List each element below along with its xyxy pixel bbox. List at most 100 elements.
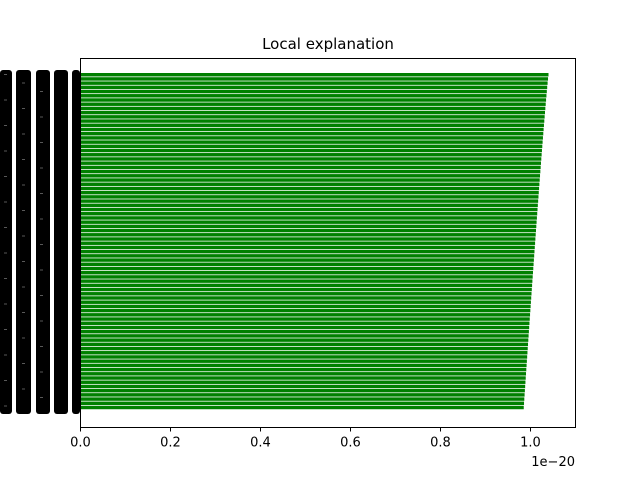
- bar: [80, 73, 549, 77]
- bar: [80, 376, 526, 380]
- bar: [80, 393, 525, 397]
- y-tick-label-gap: [4, 405, 7, 407]
- y-tick-label-gap: [22, 261, 25, 262]
- bar: [80, 98, 547, 102]
- x-tick-label: 0.4: [250, 436, 271, 451]
- y-tick-label-gap: [4, 201, 7, 203]
- bar: [80, 186, 540, 191]
- y-tick-label-gap: [4, 303, 7, 305]
- bar: [80, 338, 529, 342]
- y-tick-label-gap: [22, 82, 25, 84]
- x-tick-label: 0.0: [70, 436, 91, 451]
- bar: [80, 384, 526, 389]
- bar: [80, 342, 529, 347]
- bar: [80, 228, 536, 233]
- y-tick-label-gap: [40, 346, 43, 347]
- y-tick-label-gap: [22, 337, 25, 339]
- y-tick-label-cluster: [72, 70, 80, 414]
- bar: [80, 270, 533, 275]
- y-tick-label-gap: [4, 252, 7, 254]
- bar: [80, 296, 532, 300]
- bar: [80, 346, 528, 351]
- y-tick-label-gap: [4, 150, 7, 152]
- bar: [80, 199, 539, 203]
- bar: [80, 127, 544, 132]
- y-tick-label-gap: [4, 176, 7, 177]
- bar: [80, 405, 524, 410]
- bar: [80, 397, 525, 401]
- bar: [80, 367, 527, 372]
- bar: [80, 115, 545, 119]
- bar: [80, 363, 527, 368]
- y-tick-label-cluster: [0, 70, 12, 414]
- bar: [80, 174, 541, 178]
- bar: [80, 287, 532, 292]
- bar: [80, 325, 530, 330]
- bar: [80, 178, 540, 182]
- bar: [80, 401, 525, 406]
- bar: [80, 102, 546, 106]
- bar: [80, 81, 548, 85]
- bar: [80, 283, 533, 288]
- bar: [80, 262, 534, 267]
- bar: [80, 313, 531, 317]
- bar: [80, 237, 536, 241]
- bar: [80, 249, 535, 254]
- bar: [80, 182, 540, 186]
- bar: [80, 304, 531, 309]
- bar: [80, 190, 539, 195]
- y-tick-label-gap: [4, 329, 7, 330]
- y-tick-label-gap: [4, 125, 7, 126]
- x-axis-offset-text: 1e−20: [531, 455, 575, 470]
- bar: [80, 153, 542, 157]
- bar: [80, 275, 533, 279]
- bar: [80, 321, 530, 325]
- y-tick-label-gap: [40, 116, 43, 118]
- bar: [80, 89, 547, 94]
- bar: [80, 279, 533, 283]
- y-tick-label-gap: [40, 167, 43, 169]
- y-tick-label-gap: [22, 184, 25, 186]
- y-tick-label-gap: [4, 74, 7, 75]
- y-tick-label-gap: [40, 91, 43, 92]
- bar: [80, 351, 528, 355]
- y-tick-label-gap: [22, 312, 25, 313]
- bar: [80, 207, 538, 212]
- bars-group: [80, 73, 549, 410]
- y-tick-label-gap: [40, 371, 43, 373]
- bar: [80, 77, 549, 81]
- y-tick-label-gap: [40, 193, 43, 194]
- y-tick-label-gap: [22, 159, 25, 160]
- bar: [80, 212, 538, 216]
- y-tick-label-gap: [40, 244, 43, 245]
- bar: [80, 131, 544, 136]
- bar: [80, 85, 548, 90]
- y-tick-label-gap: [4, 380, 7, 381]
- bar: [80, 119, 545, 123]
- bar: [80, 300, 531, 304]
- y-tick-label-gap: [22, 388, 25, 390]
- bar: [80, 388, 525, 393]
- bar: [80, 266, 534, 271]
- bar: [80, 355, 528, 359]
- bar: [80, 258, 534, 262]
- y-tick-label-gap: [4, 99, 7, 101]
- y-tick-label-gap: [22, 133, 25, 135]
- bar: [80, 203, 538, 208]
- y-tick-label-gap: [40, 269, 43, 271]
- y-tick-label-cluster: [54, 70, 68, 414]
- y-tick-label-gap: [4, 354, 7, 356]
- bar: [80, 140, 543, 144]
- y-tick-label-gap: [22, 108, 25, 109]
- bar: [80, 245, 535, 250]
- bar: [80, 157, 542, 161]
- bar: [80, 110, 545, 115]
- bar: [80, 233, 536, 237]
- bar: [80, 224, 537, 229]
- y-tick-label-gap: [40, 218, 43, 220]
- bar: [80, 380, 526, 384]
- bar: [80, 220, 537, 224]
- axes-frame: [80, 58, 576, 428]
- y-tick-label-gap: [22, 235, 25, 237]
